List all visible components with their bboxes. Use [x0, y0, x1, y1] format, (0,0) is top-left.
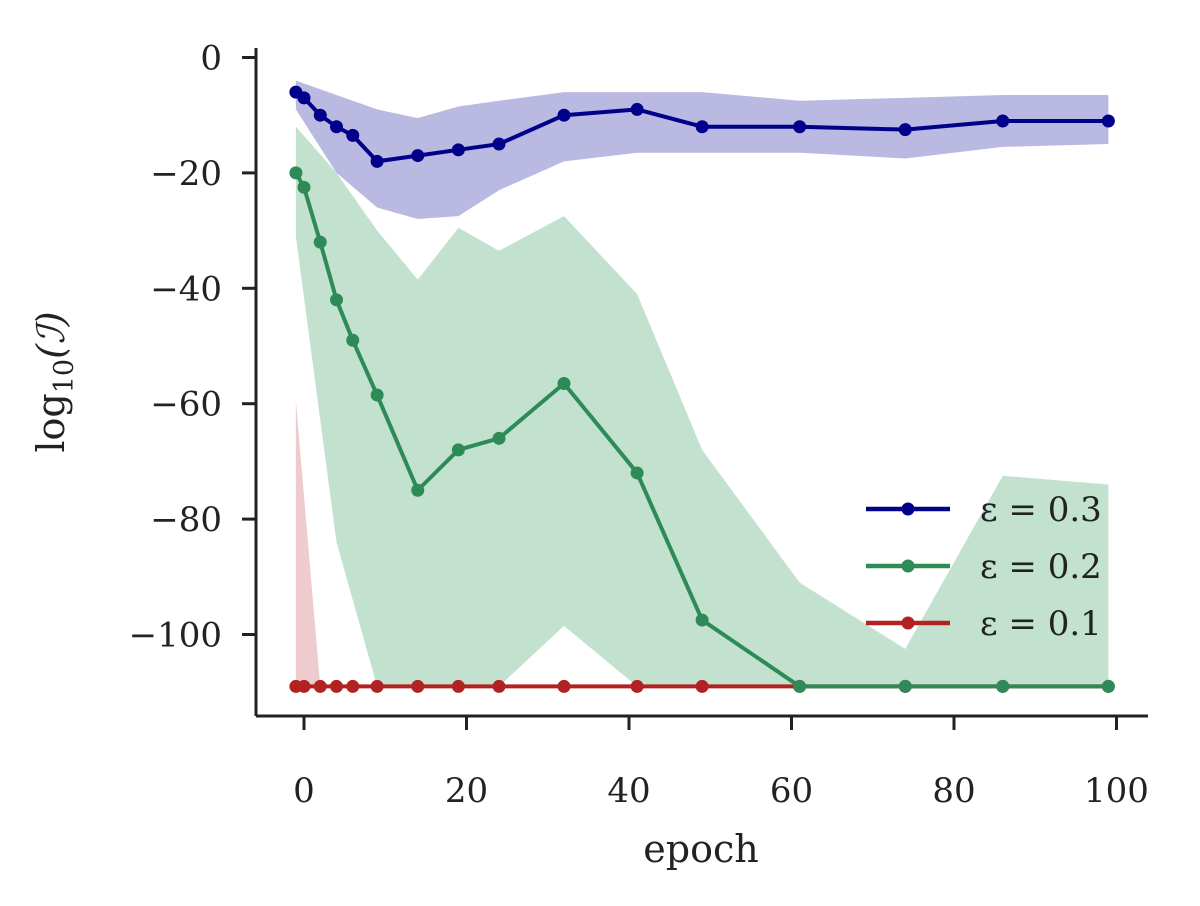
legend-label-eps-01: ε = 0.1 — [980, 604, 1102, 644]
data-point-eps-03 — [492, 137, 506, 151]
data-point-eps-02 — [411, 483, 425, 497]
y-tick-label: 0 — [200, 39, 222, 79]
x-tick-label: 40 — [607, 771, 650, 811]
data-point-eps-03 — [297, 91, 311, 105]
data-point-eps-02 — [346, 333, 360, 347]
data-point-eps-01 — [297, 679, 311, 693]
data-point-eps-02 — [630, 466, 644, 480]
x-tick-label: 0 — [293, 771, 315, 811]
data-point-eps-01 — [492, 679, 506, 693]
data-point-eps-03 — [346, 128, 360, 142]
data-point-eps-02 — [370, 388, 384, 402]
data-point-eps-01 — [557, 679, 571, 693]
data-point-eps-03 — [898, 123, 912, 137]
data-point-eps-03 — [370, 154, 384, 168]
legend: ε = 0.3 ε = 0.2 ε = 0.1 — [866, 490, 1102, 644]
data-point-eps-03 — [557, 108, 571, 122]
y-tick-label: −100 — [129, 616, 222, 656]
data-point-eps-01 — [411, 679, 425, 693]
data-point-eps-01 — [313, 679, 327, 693]
data-point-eps-02 — [297, 180, 311, 194]
x-tick-label: 100 — [1084, 771, 1149, 811]
y-axis-title-argument: (ℐ) — [29, 311, 73, 359]
y-axis-ticks: 0 −20 −40 −60 −80 −100 — [129, 39, 256, 656]
data-point-eps-02 — [289, 166, 303, 180]
series-lines — [289, 85, 1115, 693]
data-point-eps-01 — [370, 679, 384, 693]
data-point-eps-02 — [1101, 679, 1115, 693]
y-axis-title-log: log — [29, 393, 73, 452]
data-point-eps-01 — [346, 679, 360, 693]
legend-marker-eps-03 — [901, 502, 915, 516]
x-tick-label: 60 — [770, 771, 813, 811]
confidence-bands — [295, 80, 1109, 687]
data-point-eps-02 — [898, 679, 912, 693]
x-axis-ticks: 0 20 40 60 80 100 — [293, 716, 1149, 811]
data-point-eps-01 — [451, 679, 465, 693]
y-tick-label: −20 — [150, 154, 222, 194]
y-axis-title-subscript: 10 — [49, 359, 80, 393]
data-point-eps-03 — [695, 120, 709, 134]
data-point-eps-03 — [313, 108, 327, 122]
data-point-eps-03 — [451, 143, 465, 157]
data-point-eps-03 — [411, 149, 425, 163]
y-tick-label: −40 — [150, 269, 222, 309]
data-point-eps-01 — [695, 679, 709, 693]
legend-label-eps-02: ε = 0.2 — [980, 547, 1102, 587]
series-line-eps-02 — [294, 171, 1109, 689]
legend-label-eps-03: ε = 0.3 — [980, 490, 1102, 530]
y-tick-label: −80 — [150, 500, 222, 540]
data-point-eps-02 — [695, 613, 709, 627]
data-point-eps-02 — [557, 377, 571, 391]
data-point-eps-03 — [996, 114, 1010, 128]
data-point-eps-02 — [996, 679, 1010, 693]
band-eps-02 — [295, 126, 1109, 687]
x-axis-title: epoch — [643, 827, 758, 871]
data-point-eps-02 — [492, 431, 506, 445]
x-tick-label: 20 — [445, 771, 488, 811]
band-eps-01 — [295, 400, 321, 687]
y-tick-label: −60 — [150, 385, 222, 425]
data-point-eps-03 — [793, 120, 807, 134]
data-point-eps-02 — [451, 443, 465, 457]
data-point-eps-03 — [1101, 114, 1115, 128]
series-line-eps-03 — [294, 90, 1109, 164]
data-point-eps-01 — [630, 679, 644, 693]
data-point-eps-02 — [793, 679, 807, 693]
data-point-eps-03 — [630, 102, 644, 116]
data-point-eps-03 — [330, 120, 343, 134]
legend-marker-eps-01 — [901, 616, 915, 630]
x-tick-label: 80 — [932, 771, 975, 811]
data-point-eps-02 — [313, 235, 327, 249]
y-axis-title: log10(ℐ) — [29, 311, 80, 452]
data-point-eps-01 — [330, 679, 343, 693]
legend-marker-eps-02 — [901, 559, 915, 573]
band-eps-03 — [295, 80, 1109, 220]
data-point-eps-02 — [330, 293, 343, 307]
